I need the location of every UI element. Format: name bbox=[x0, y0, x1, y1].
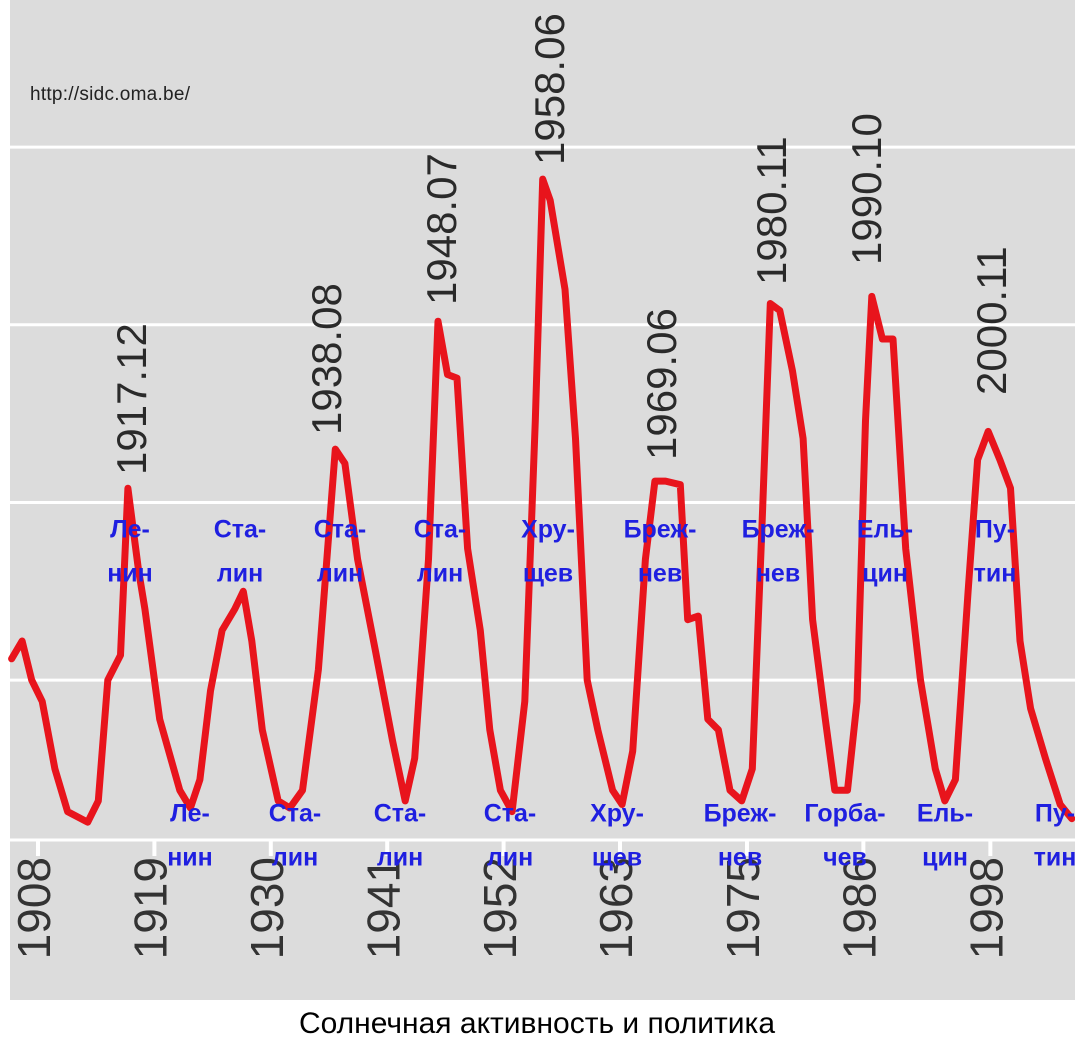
leader-label: Ста- bbox=[414, 516, 467, 544]
leader-label: Ста- bbox=[374, 800, 427, 828]
leader-label: щев bbox=[523, 560, 573, 588]
leader-label: нев bbox=[718, 844, 762, 872]
leader-label: нин bbox=[167, 844, 213, 872]
x-tick-label: 1975 bbox=[717, 857, 769, 959]
x-tick-label: 1998 bbox=[961, 857, 1013, 959]
leader-label: Бреж- bbox=[624, 516, 697, 544]
leader-label: тин bbox=[974, 560, 1017, 588]
peak-label: 1990.10 bbox=[843, 113, 890, 265]
x-tick-label: 1908 bbox=[8, 857, 60, 959]
leader-label: Бреж- bbox=[704, 800, 777, 828]
leader-label: лин bbox=[317, 560, 363, 588]
leader-label: Хру- bbox=[521, 516, 575, 544]
x-tick-label: 1986 bbox=[834, 857, 886, 959]
leader-label: Ста- bbox=[484, 800, 537, 828]
sunspot-line bbox=[8, 175, 1075, 826]
leader-label: нев bbox=[756, 560, 800, 588]
leader-label: нин bbox=[107, 560, 153, 588]
peak-label: 1917.12 bbox=[108, 323, 155, 475]
leader-label: лин bbox=[487, 844, 533, 872]
caption: Солнечная активность и политика bbox=[299, 1007, 775, 1040]
x-tick-label: 1941 bbox=[357, 857, 409, 959]
peak-label: 2000.11 bbox=[968, 246, 1015, 395]
leader-label: цин bbox=[862, 560, 908, 588]
leader-label: Пу- bbox=[975, 516, 1015, 544]
leader-label: Бреж- bbox=[742, 516, 815, 544]
leader-label: тин bbox=[1034, 844, 1075, 872]
leader-label: Горба- bbox=[804, 800, 885, 828]
leader-label: лин bbox=[417, 560, 463, 588]
x-tick-label: 1952 bbox=[474, 857, 526, 959]
leader-label: Ста- bbox=[314, 516, 367, 544]
x-tick-label: 1963 bbox=[590, 857, 642, 959]
leader-label: Ель- bbox=[857, 516, 913, 544]
leader-label: Ель- bbox=[917, 800, 973, 828]
leader-label: нев bbox=[638, 560, 682, 588]
leader-label: лин bbox=[377, 844, 423, 872]
leader-label: Ста- bbox=[269, 800, 322, 828]
leader-label: Ле- bbox=[110, 516, 150, 544]
x-tick-label: 1930 bbox=[241, 857, 293, 959]
leader-label: лин bbox=[272, 844, 318, 872]
peak-label: 1969.06 bbox=[638, 308, 685, 460]
leader-label: цин bbox=[922, 844, 968, 872]
leader-label: щев bbox=[592, 844, 642, 872]
plot-background bbox=[10, 0, 1075, 1000]
peak-label: 1958.06 bbox=[526, 13, 573, 165]
peak-label: 1980.11 bbox=[748, 136, 795, 285]
x-tick-label: 1919 bbox=[125, 857, 177, 959]
leader-label: чев bbox=[823, 844, 867, 872]
leader-label: Пу- bbox=[1035, 800, 1075, 828]
peak-label: 1938.08 bbox=[303, 283, 350, 435]
leader-label: Ста- bbox=[214, 516, 267, 544]
leader-label: Ле- bbox=[170, 800, 210, 828]
peak-label: 1948.07 bbox=[418, 153, 465, 305]
leader-label: лин bbox=[217, 560, 263, 588]
leader-label: Хру- bbox=[590, 800, 644, 828]
source: http://sidc.oma.be/ bbox=[30, 84, 191, 105]
